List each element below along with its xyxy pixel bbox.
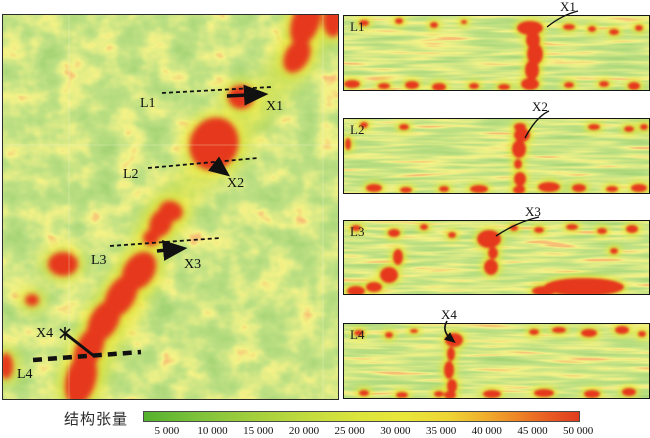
section-marker-x1: X1 (560, 0, 576, 14)
map-label-l4: L4 (17, 367, 33, 382)
colorbar-tick: 30 000 (380, 425, 411, 437)
colorbar-label: 结构张量 (64, 412, 129, 428)
colorbar-gradient (143, 411, 580, 422)
section-marker-x4: X4 (441, 307, 457, 322)
section-heatmap-l4 (344, 324, 649, 398)
section-heatmap-l1 (344, 16, 649, 90)
colorbar-ticks: 5 000 10 000 15 000 20 000 25 000 30 000… (144, 426, 601, 437)
map-label-x3: X3 (184, 257, 202, 272)
colorbar-tick: 45 000 (517, 425, 548, 437)
colorbar-tick: 5 000 (154, 425, 180, 437)
section-heatmap-l2 (344, 119, 649, 193)
section-label-l3: L3 (350, 224, 365, 239)
colorbar-tick: 25 000 (334, 425, 365, 437)
colorbar-tick: 15 000 (243, 425, 274, 437)
map-label-l2: L2 (123, 167, 139, 182)
map-label-x2: X2 (227, 176, 245, 191)
map-label-x4: X4 (36, 326, 54, 341)
colorbar-tick: 50 000 (563, 425, 594, 437)
colorbar-tick: 10 000 (197, 425, 228, 437)
main-map-panel (2, 14, 339, 400)
section-label-l4: L4 (350, 327, 365, 342)
section-label-l2: L2 (350, 122, 365, 137)
section-panel-l4: L4 (343, 323, 650, 399)
section-heatmap-l3 (344, 221, 649, 294)
map-label-l1: L1 (140, 96, 156, 111)
colorbar-tick: 35 000 (425, 425, 457, 437)
main-map-heatmap (3, 15, 338, 399)
colorbar-tick: 40 000 (471, 425, 502, 437)
section-marker-x2: X2 (532, 99, 548, 114)
section-panel-l2: L2 (343, 118, 650, 194)
colorbar-tick: 20 000 (288, 425, 320, 437)
section-panel-l1: L1 (343, 15, 650, 91)
map-label-l3: L3 (91, 253, 107, 268)
section-panel-l3: L3 (343, 220, 650, 295)
section-marker-x3: X3 (525, 204, 541, 219)
section-label-l1: L1 (350, 19, 365, 34)
map-label-x1: X1 (266, 99, 284, 114)
